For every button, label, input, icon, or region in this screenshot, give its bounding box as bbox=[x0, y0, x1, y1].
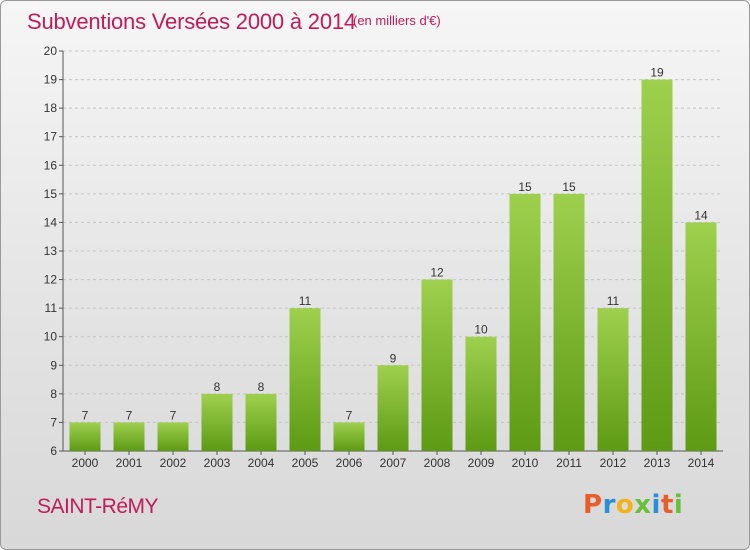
data-label-2003: 8 bbox=[214, 380, 221, 394]
logo-letter: r bbox=[602, 490, 616, 520]
logo-letter: o bbox=[615, 490, 635, 520]
data-label-2004: 8 bbox=[258, 380, 265, 394]
data-label-2012: 11 bbox=[607, 294, 620, 308]
bar-2004 bbox=[245, 393, 277, 451]
data-label-2014: 14 bbox=[694, 208, 708, 222]
x-tick-label: 2012 bbox=[600, 456, 627, 470]
y-tick-label: 19 bbox=[44, 73, 58, 87]
y-tick-label: 18 bbox=[44, 101, 58, 115]
x-tick-label: 2008 bbox=[424, 456, 451, 470]
bar-2011 bbox=[553, 193, 585, 451]
y-tick-label: 11 bbox=[45, 301, 58, 315]
y-tick-label: 8 bbox=[50, 387, 57, 401]
y-tick-label: 9 bbox=[50, 358, 57, 372]
data-label-2005: 11 bbox=[299, 294, 312, 308]
logo-letter: P bbox=[583, 490, 603, 520]
bar-2012 bbox=[597, 308, 629, 451]
chart-title: Subventions Versées 2000 à 2014 bbox=[27, 9, 356, 34]
place-name: SAINT-RéMY bbox=[37, 495, 159, 518]
bar-2013 bbox=[641, 79, 673, 452]
y-tick-label: 15 bbox=[44, 187, 58, 201]
x-tick-label: 2014 bbox=[688, 456, 715, 470]
x-tick-label: 2003 bbox=[204, 456, 231, 470]
bars bbox=[69, 79, 717, 452]
x-tick-label: 2001 bbox=[116, 456, 143, 470]
logo-letter: t bbox=[660, 490, 674, 520]
x-tick-label: 2000 bbox=[72, 456, 99, 470]
data-label-2001: 7 bbox=[126, 408, 133, 422]
x-tick-label: 2007 bbox=[380, 456, 407, 470]
x-tick-label: 2011 bbox=[556, 456, 582, 470]
data-label-2000: 7 bbox=[82, 408, 89, 422]
data-label-2010: 15 bbox=[518, 180, 532, 194]
y-tick-label: 12 bbox=[44, 273, 58, 287]
bar-2001 bbox=[113, 422, 145, 451]
bar-2005 bbox=[289, 308, 321, 451]
data-labels: 7 7 7 8 8 11 7 9 12 10 15 15 11 19 14 bbox=[82, 66, 708, 423]
bar-2000 bbox=[69, 422, 101, 451]
y-tick-label: 6 bbox=[50, 444, 57, 458]
bar-2014 bbox=[685, 222, 717, 451]
y-tick-label: 13 bbox=[44, 244, 58, 258]
bar-2002 bbox=[157, 422, 189, 451]
proxiti-logo: Proxiti bbox=[583, 490, 683, 520]
y-tick-label: 10 bbox=[44, 330, 58, 344]
logo-letter: x bbox=[634, 490, 652, 520]
x-tick-label: 2005 bbox=[292, 456, 319, 470]
chart-subtitle: (en milliers d'€) bbox=[353, 13, 441, 28]
y-tick-label: 14 bbox=[44, 215, 58, 229]
bar-2003 bbox=[201, 393, 233, 451]
x-tick-label: 2010 bbox=[512, 456, 539, 470]
logo-letter: i bbox=[651, 490, 661, 520]
bar-2009 bbox=[465, 336, 497, 451]
y-tick-label: 7 bbox=[50, 415, 57, 429]
x-tick-label: 2013 bbox=[644, 456, 671, 470]
bar-2006 bbox=[333, 422, 365, 451]
bar-2010 bbox=[509, 193, 541, 451]
data-label-2011: 15 bbox=[562, 180, 576, 194]
y-tick-label: 16 bbox=[44, 158, 58, 172]
logo-letter: i bbox=[673, 490, 684, 520]
data-label-2009: 10 bbox=[474, 323, 488, 337]
data-label-2013: 19 bbox=[650, 66, 664, 80]
data-label-2007: 9 bbox=[390, 351, 397, 365]
data-label-2008: 12 bbox=[430, 266, 444, 280]
x-tick-label: 2009 bbox=[468, 456, 495, 470]
bar-2007 bbox=[377, 365, 409, 451]
data-label-2002: 7 bbox=[170, 408, 177, 422]
x-tick-label: 2006 bbox=[336, 456, 363, 470]
y-tick-label: 20 bbox=[44, 44, 58, 58]
bar-2008 bbox=[421, 279, 453, 451]
x-tick-label: 2002 bbox=[160, 456, 187, 470]
data-label-2006: 7 bbox=[346, 408, 353, 422]
y-tick-label: 17 bbox=[44, 130, 58, 144]
x-tick-label: 2004 bbox=[248, 456, 275, 470]
